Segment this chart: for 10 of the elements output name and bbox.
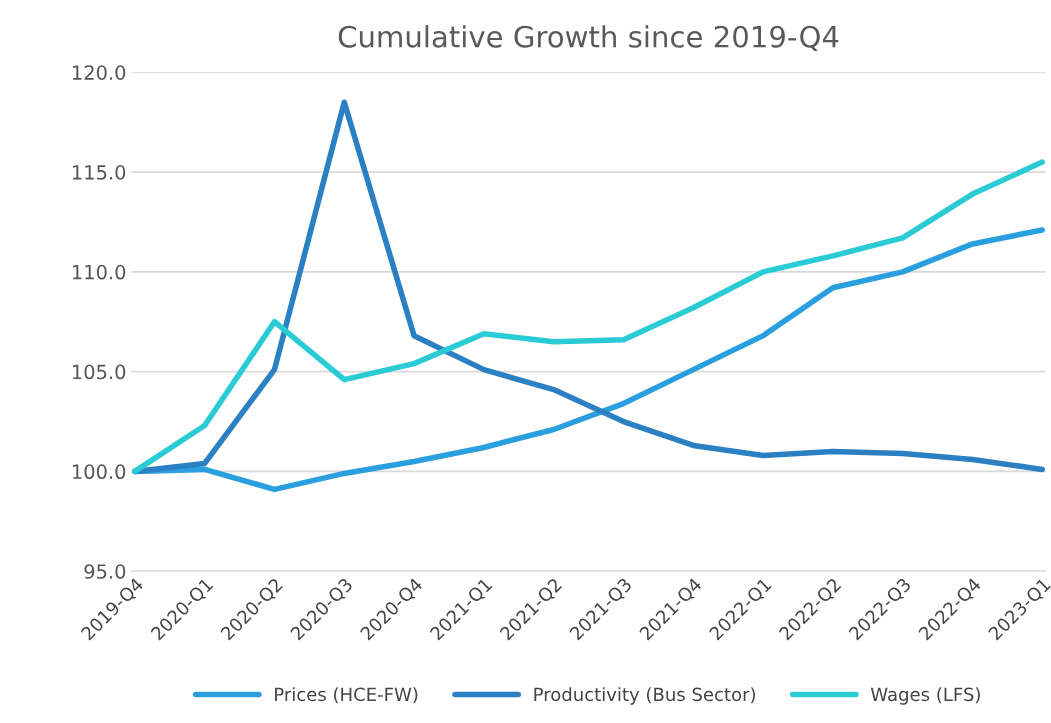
y-tick-label: 120.0 (72, 65, 126, 80)
y-tick-label: 110.0 (72, 264, 126, 280)
y-tick-label: 100.0 (72, 464, 126, 480)
legend-label: Productivity (Bus Sector) (534, 687, 755, 705)
legend-label: Prices (HCE-FW) (275, 687, 418, 704)
chart-title: Cumulative Growth since 2019-Q4 (338, 25, 839, 52)
y-tick-label: 105.0 (72, 364, 126, 380)
y-tick-label: 115.0 (72, 165, 126, 180)
legend-label: Wages (LFS) (870, 687, 980, 705)
y-tick-label: 95.0 (84, 564, 126, 579)
